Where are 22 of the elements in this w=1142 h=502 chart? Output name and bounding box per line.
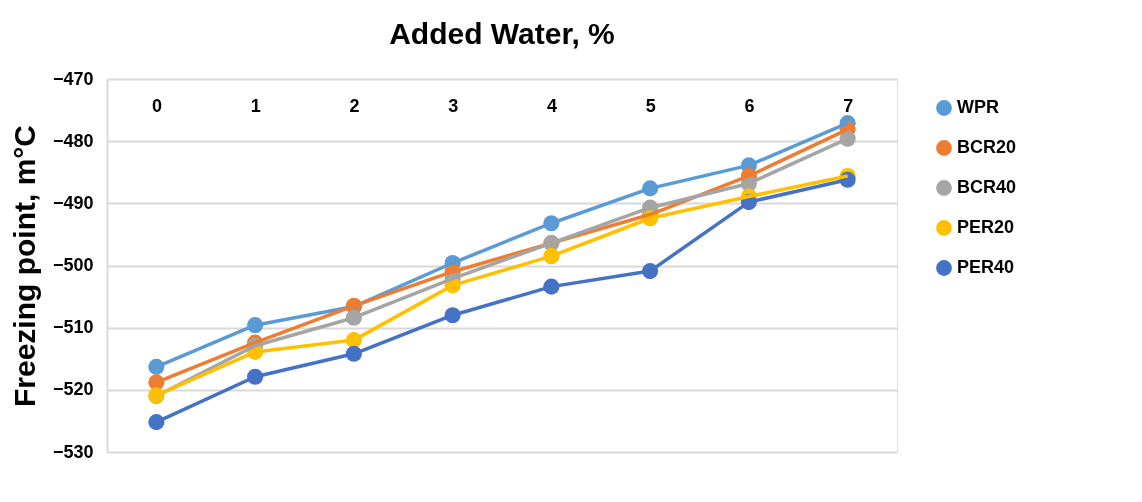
chart-title: Added Water, % (389, 17, 615, 50)
x-tick-label: 0 (151, 95, 162, 116)
legend-label: BCR40 (957, 177, 1017, 197)
x-tick-label: 4 (546, 95, 557, 116)
legend-label: PER40 (957, 257, 1015, 277)
x-tick-label: 2 (349, 95, 360, 116)
y-tick-label: −530 (52, 441, 94, 462)
legend-label: BCR20 (957, 137, 1017, 157)
y-tick-label: −520 (52, 379, 94, 400)
y-tick-label: −480 (52, 130, 94, 151)
y-tick-label: −510 (52, 317, 94, 338)
x-tick-label: 5 (645, 95, 656, 116)
y-tick-label: −470 (52, 68, 94, 89)
y-axis-title: Freezing point, m°C (7, 125, 41, 407)
legend-label: WPR (957, 97, 999, 117)
x-tick-label: 6 (744, 95, 755, 116)
x-tick-label: 7 (843, 95, 854, 116)
legend-label: PER20 (957, 217, 1015, 237)
y-tick-label: −500 (52, 255, 94, 275)
x-tick-label: 3 (448, 95, 459, 116)
y-tick-label: −490 (52, 192, 94, 213)
x-tick-label: 1 (250, 95, 261, 116)
